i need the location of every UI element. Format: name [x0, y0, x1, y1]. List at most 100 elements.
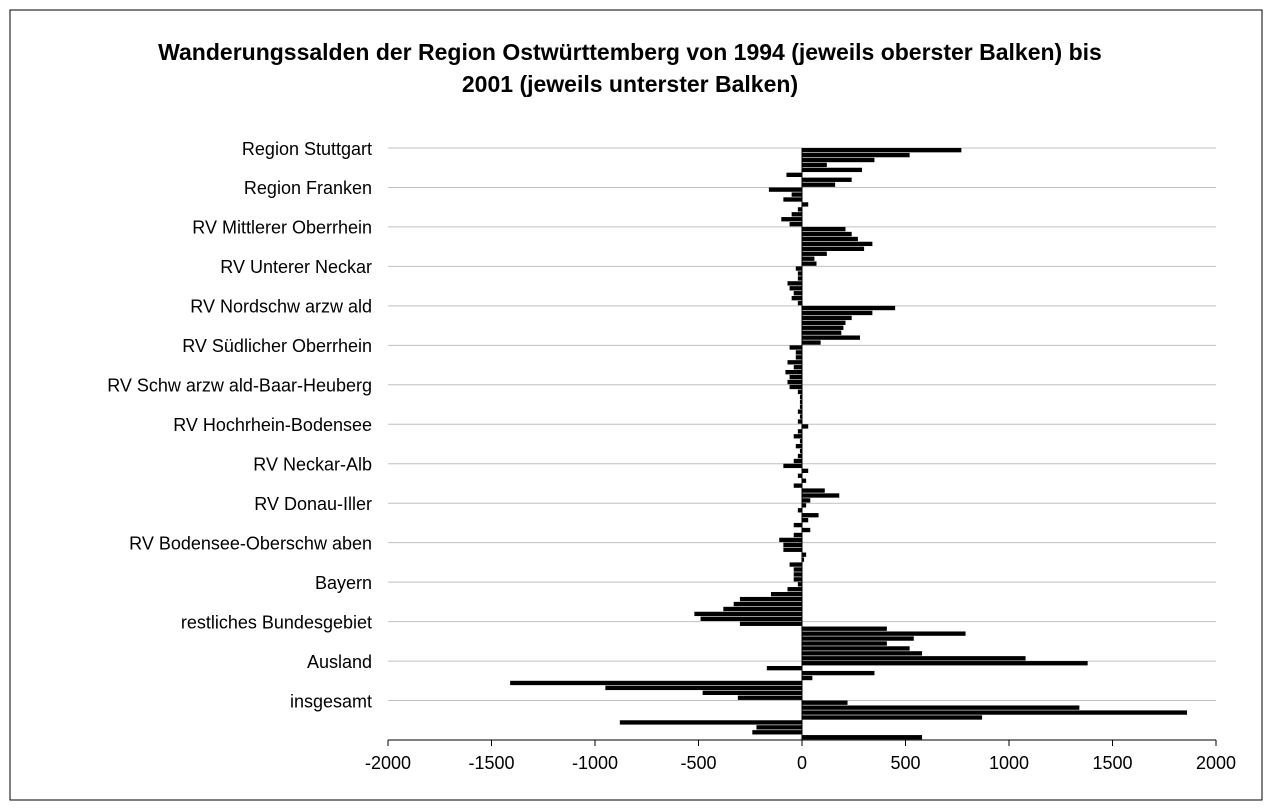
bar — [787, 360, 802, 365]
bar — [802, 148, 962, 153]
bar — [797, 409, 802, 414]
bar — [802, 177, 852, 182]
bar — [787, 281, 802, 286]
bar — [797, 429, 802, 434]
bar — [737, 695, 802, 700]
y-tick-label: RV Hochrhein-Bodensee — [173, 415, 372, 435]
bar — [799, 448, 802, 454]
bar — [799, 404, 802, 409]
bar — [785, 370, 802, 375]
x-tick-label: 0 — [797, 753, 807, 773]
bar — [802, 236, 858, 242]
bar — [797, 582, 802, 587]
bar — [793, 522, 802, 528]
bar — [802, 162, 827, 168]
bar — [802, 167, 863, 173]
y-tick-label: RV Schw arzw ald-Baar-Heuberg — [107, 376, 372, 396]
bar — [789, 345, 802, 350]
bar — [799, 439, 802, 444]
bar — [733, 601, 802, 607]
bar — [802, 646, 910, 651]
bar — [802, 498, 811, 503]
bar — [799, 399, 802, 404]
x-tick-label: -500 — [680, 753, 716, 773]
y-tick-label: RV Nordschw arzw ald — [190, 297, 372, 317]
bar — [802, 320, 846, 325]
y-tick-label: Region Stuttgart — [242, 139, 372, 159]
y-tick-label: Bayern — [315, 573, 372, 593]
bar — [768, 187, 802, 192]
bar — [802, 310, 873, 316]
x-tick-label: 2000 — [1196, 753, 1236, 773]
bar — [802, 231, 852, 237]
bar — [795, 350, 802, 355]
bar — [797, 276, 802, 281]
x-tick-label: 1500 — [1092, 753, 1132, 773]
bar — [802, 468, 809, 473]
bar — [797, 508, 802, 513]
bar — [802, 705, 1080, 710]
bar — [802, 636, 914, 641]
chart-title: Wanderungssalden der Region Ostwürttembe… — [158, 39, 1102, 97]
bar — [802, 182, 836, 187]
bar — [795, 444, 802, 449]
bar — [802, 325, 844, 330]
bar — [802, 735, 923, 740]
bar — [802, 710, 1188, 715]
bar — [799, 394, 802, 399]
bar — [797, 419, 802, 424]
bar — [799, 414, 802, 419]
bar — [802, 552, 807, 557]
bar — [694, 611, 802, 617]
bar — [793, 572, 802, 577]
bar — [702, 690, 802, 695]
bar — [605, 685, 802, 691]
bar — [802, 340, 821, 345]
bar — [781, 217, 802, 222]
bar — [802, 246, 865, 251]
bar — [739, 621, 802, 626]
bar — [783, 197, 802, 202]
y-tick-label: restliches Bundesgebiet — [181, 612, 372, 632]
x-tick-label: -1500 — [468, 753, 514, 773]
bar — [802, 256, 815, 261]
bar — [787, 587, 802, 592]
bar — [802, 241, 873, 247]
bar — [770, 592, 802, 597]
bar — [789, 286, 802, 291]
bar — [783, 463, 802, 469]
bar — [802, 305, 896, 311]
bar — [793, 483, 802, 488]
bar — [793, 577, 802, 582]
bar — [802, 670, 875, 676]
bar — [802, 715, 983, 720]
bar — [779, 537, 802, 543]
bar — [793, 567, 802, 572]
y-tick-label: Region Franken — [244, 178, 372, 198]
bar — [802, 330, 842, 335]
bar — [797, 271, 802, 276]
bar — [802, 335, 860, 340]
y-tick-label: RV Mittlerer Oberrhein — [192, 218, 372, 238]
bar — [795, 355, 802, 360]
y-tick-label: RV Donau-Iller — [254, 494, 372, 514]
x-tick-label: 500 — [890, 753, 920, 773]
bar — [789, 222, 802, 227]
bar — [802, 261, 817, 266]
x-tick-label: -2000 — [365, 753, 411, 773]
y-tick-label: insgesamt — [290, 691, 372, 711]
bar — [802, 251, 827, 256]
bar — [802, 513, 819, 518]
bar — [791, 212, 802, 217]
bar — [789, 384, 802, 390]
bar — [766, 666, 802, 671]
bar — [802, 527, 811, 533]
bar — [802, 631, 966, 636]
bar — [802, 557, 805, 562]
bar — [802, 478, 807, 483]
bar — [756, 725, 802, 730]
bar — [797, 300, 802, 306]
x-tick-label: -1000 — [572, 753, 618, 773]
bar — [795, 266, 802, 271]
bar — [619, 720, 802, 725]
